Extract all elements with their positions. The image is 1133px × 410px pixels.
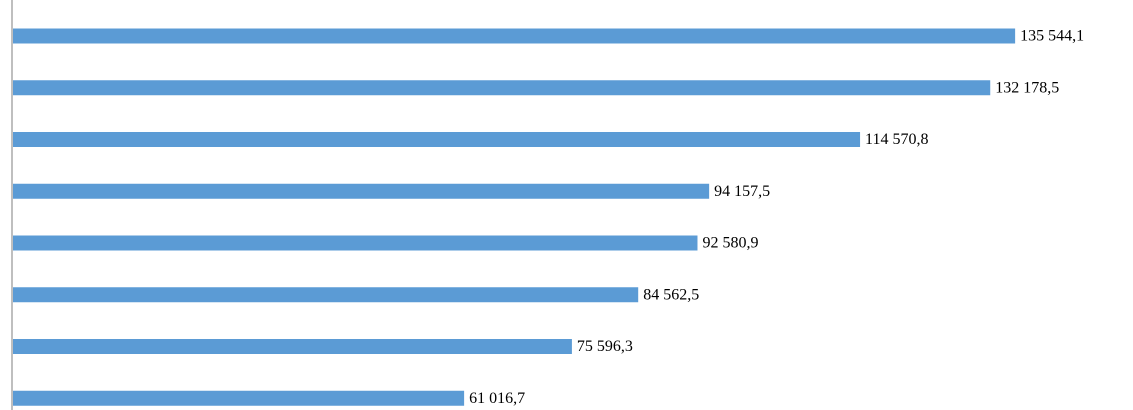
bar [13, 339, 572, 354]
bar [13, 28, 1016, 44]
data-label: 94 157,5 [714, 183, 770, 200]
bar [13, 287, 639, 303]
data-label: 114 570,8 [865, 131, 928, 148]
data-label: 75 596,3 [577, 338, 633, 355]
data-label: 132 178,5 [995, 79, 1059, 96]
data-label: 61 016,7 [469, 390, 525, 407]
bar [13, 80, 991, 96]
bar [13, 235, 698, 251]
data-label: 92 580,9 [702, 235, 758, 252]
bar [13, 390, 465, 406]
bar [13, 132, 861, 147]
bar [13, 183, 710, 199]
data-label: 135 544,1 [1020, 28, 1084, 45]
data-label: 84 562,5 [643, 286, 699, 303]
